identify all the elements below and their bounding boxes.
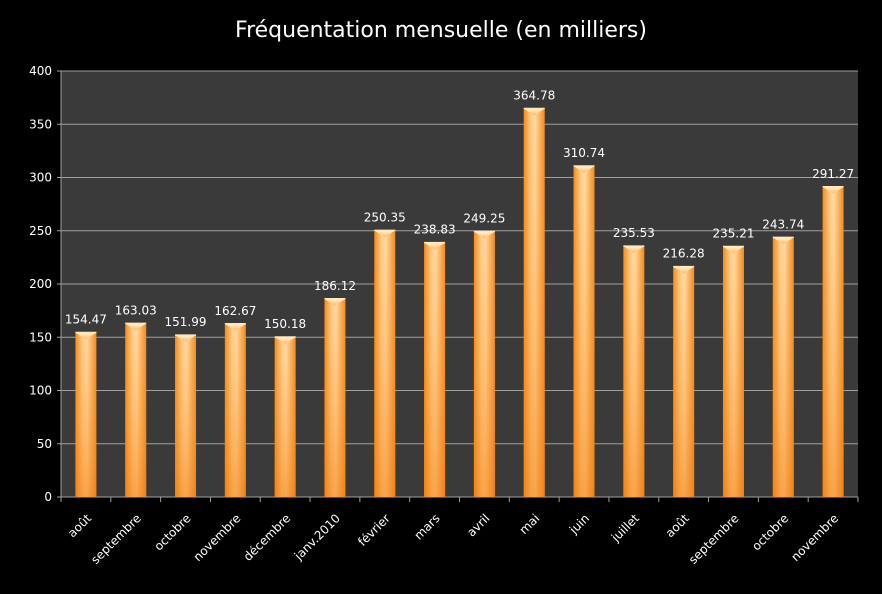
data-label: 364.78: [513, 89, 555, 103]
bar-cap: [523, 108, 545, 116]
bar-cap: [722, 246, 744, 254]
x-tick-label: décembre: [241, 511, 294, 564]
bar-cap: [623, 246, 645, 254]
x-tick-label: janv.2010: [291, 511, 343, 563]
bar-shade: [324, 298, 346, 497]
bar: [125, 322, 147, 497]
bar-shade: [374, 230, 396, 497]
bar: [623, 245, 645, 497]
data-label: 235.53: [613, 226, 655, 240]
bar: [523, 107, 545, 497]
bar-shade: [125, 323, 147, 497]
bar-shade: [473, 231, 495, 497]
y-tick-label: 350: [29, 117, 52, 131]
bar-cap: [125, 323, 147, 331]
bar: [274, 336, 296, 497]
bar: [324, 298, 346, 497]
bar-cap: [324, 298, 346, 306]
data-label: 238.83: [414, 223, 456, 237]
bar-cap: [224, 323, 246, 331]
x-tick-label: septembre: [686, 511, 742, 567]
bar-shade: [772, 237, 794, 497]
x-tick-label: octobre: [749, 511, 791, 553]
bar: [772, 236, 794, 497]
bar: [224, 323, 246, 497]
data-label: 163.03: [115, 303, 157, 317]
bar-cap: [772, 237, 794, 245]
bar: [75, 331, 97, 497]
bar-cap: [673, 266, 695, 274]
y-tick-label: 150: [29, 330, 52, 344]
data-label: 310.74: [563, 146, 605, 160]
bar: [673, 265, 695, 497]
data-label: 150.18: [264, 317, 306, 331]
bar-shade: [274, 337, 296, 497]
y-tick-label: 300: [29, 171, 52, 185]
x-tick-label: octobre: [151, 511, 193, 553]
data-label: 162.67: [214, 304, 256, 318]
bar-cap: [473, 231, 495, 239]
bar-shade: [573, 166, 595, 498]
bar-shade: [722, 246, 744, 497]
bar-shade: [822, 186, 844, 497]
bar-shade: [623, 246, 645, 497]
data-label: 151.99: [165, 315, 207, 329]
x-tick-label: août: [663, 511, 692, 540]
data-label: 154.47: [65, 312, 107, 326]
bar-cap: [374, 230, 396, 238]
y-tick-label: 50: [37, 437, 52, 451]
y-tick-label: 400: [29, 64, 52, 78]
bar-shade: [175, 335, 197, 497]
x-tick-label: mars: [411, 511, 442, 542]
y-tick-label: 100: [29, 384, 52, 398]
bar: [473, 230, 495, 497]
bar-shade: [75, 332, 97, 497]
x-tick-label: avril: [464, 511, 492, 539]
data-label: 235.21: [712, 227, 754, 241]
chart-title: Fréquentation mensuelle (en milliers): [235, 18, 647, 43]
data-label: 250.35: [364, 210, 406, 224]
data-label: 249.25: [463, 212, 505, 226]
bar-shade: [424, 242, 446, 497]
bar: [374, 229, 396, 497]
bar-cap: [573, 166, 595, 174]
data-label: 216.28: [663, 247, 705, 261]
bar: [722, 245, 744, 497]
x-tick-label: juin: [566, 511, 592, 537]
data-label: 186.12: [314, 279, 356, 293]
data-label: 243.74: [762, 217, 804, 231]
bar: [573, 165, 595, 498]
bar: [175, 334, 197, 497]
bar-cap: [424, 242, 446, 250]
bar-shade: [673, 266, 695, 497]
bar-cap: [274, 337, 296, 345]
x-tick-label: septembre: [88, 511, 144, 567]
x-tick-label: août: [65, 511, 94, 540]
bar-cap: [75, 332, 97, 340]
bar-shade: [224, 323, 246, 497]
x-tick-label: juillet: [608, 511, 642, 545]
y-tick-label: 250: [29, 224, 52, 238]
x-tick-label: novembre: [191, 511, 244, 564]
x-tick-label: mai: [517, 511, 543, 537]
y-tick-label: 0: [44, 490, 52, 504]
data-label: 291.27: [812, 167, 854, 181]
bar: [822, 186, 844, 497]
bars: [75, 107, 844, 498]
bar: [424, 241, 446, 497]
bar-shade: [523, 108, 545, 497]
bar-cap: [175, 335, 197, 343]
y-tick-label: 200: [29, 277, 52, 291]
bar-cap: [822, 186, 844, 194]
x-tick-label: février: [355, 511, 393, 549]
data-labels: 154.47 163.03 151.99 162.67 150.18 186.12 250.…: [65, 89, 854, 332]
x-tick-label: novembre: [788, 511, 841, 564]
